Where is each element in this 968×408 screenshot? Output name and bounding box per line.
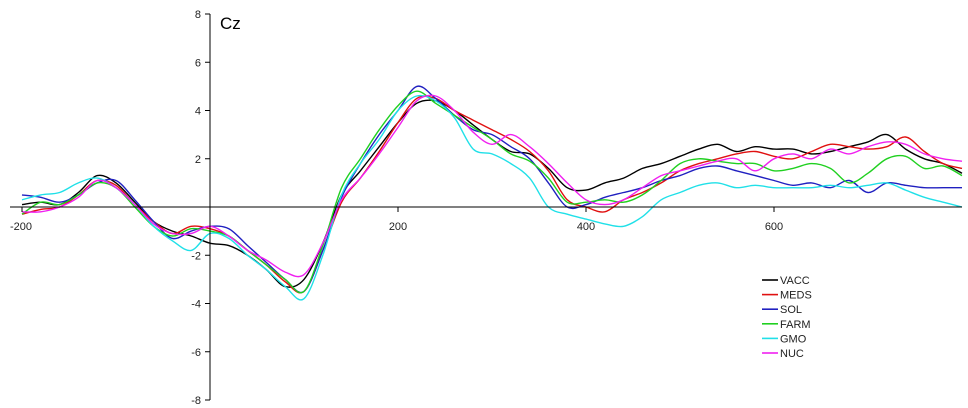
- y-tick-label: -2: [191, 250, 201, 262]
- y-tick-label: -4: [191, 299, 201, 311]
- legend-label-vacc: VACC: [780, 275, 810, 287]
- y-tick-label: 8: [195, 9, 201, 21]
- series-line-gmo: [21, 94, 963, 301]
- legend-label-farm: FARM: [780, 319, 811, 331]
- x-tick-label: 400: [577, 221, 595, 233]
- series-line-nuc: [21, 94, 963, 278]
- y-tick-label: 4: [195, 106, 201, 118]
- legend-label-nuc: NUC: [780, 348, 804, 360]
- y-tick-label: 6: [195, 57, 201, 69]
- series-line-meds: [21, 95, 963, 294]
- y-tick-label: 2: [195, 154, 201, 166]
- legend-label-meds: MEDS: [780, 290, 812, 302]
- legend: VACC MEDS SOL FARM GMO NUC: [762, 275, 812, 360]
- axes-layer: 8 6 4 2 -2 -4 -6 -8 -200 200 400 600: [10, 9, 962, 407]
- chart-title: Cz: [220, 14, 241, 33]
- y-tick-label: -8: [191, 395, 201, 407]
- series-line-sol: [21, 85, 962, 294]
- x-tick-label: -200: [10, 221, 32, 233]
- series-line-vacc: [21, 99, 963, 288]
- y-tick-label: -6: [191, 347, 201, 359]
- legend-label-sol: SOL: [780, 304, 802, 316]
- x-tick-label: 200: [389, 221, 407, 233]
- legend-label-gmo: GMO: [780, 333, 807, 345]
- series-line-farm: [21, 90, 963, 294]
- x-tick-label: 600: [765, 221, 783, 233]
- series-layer: [21, 85, 963, 301]
